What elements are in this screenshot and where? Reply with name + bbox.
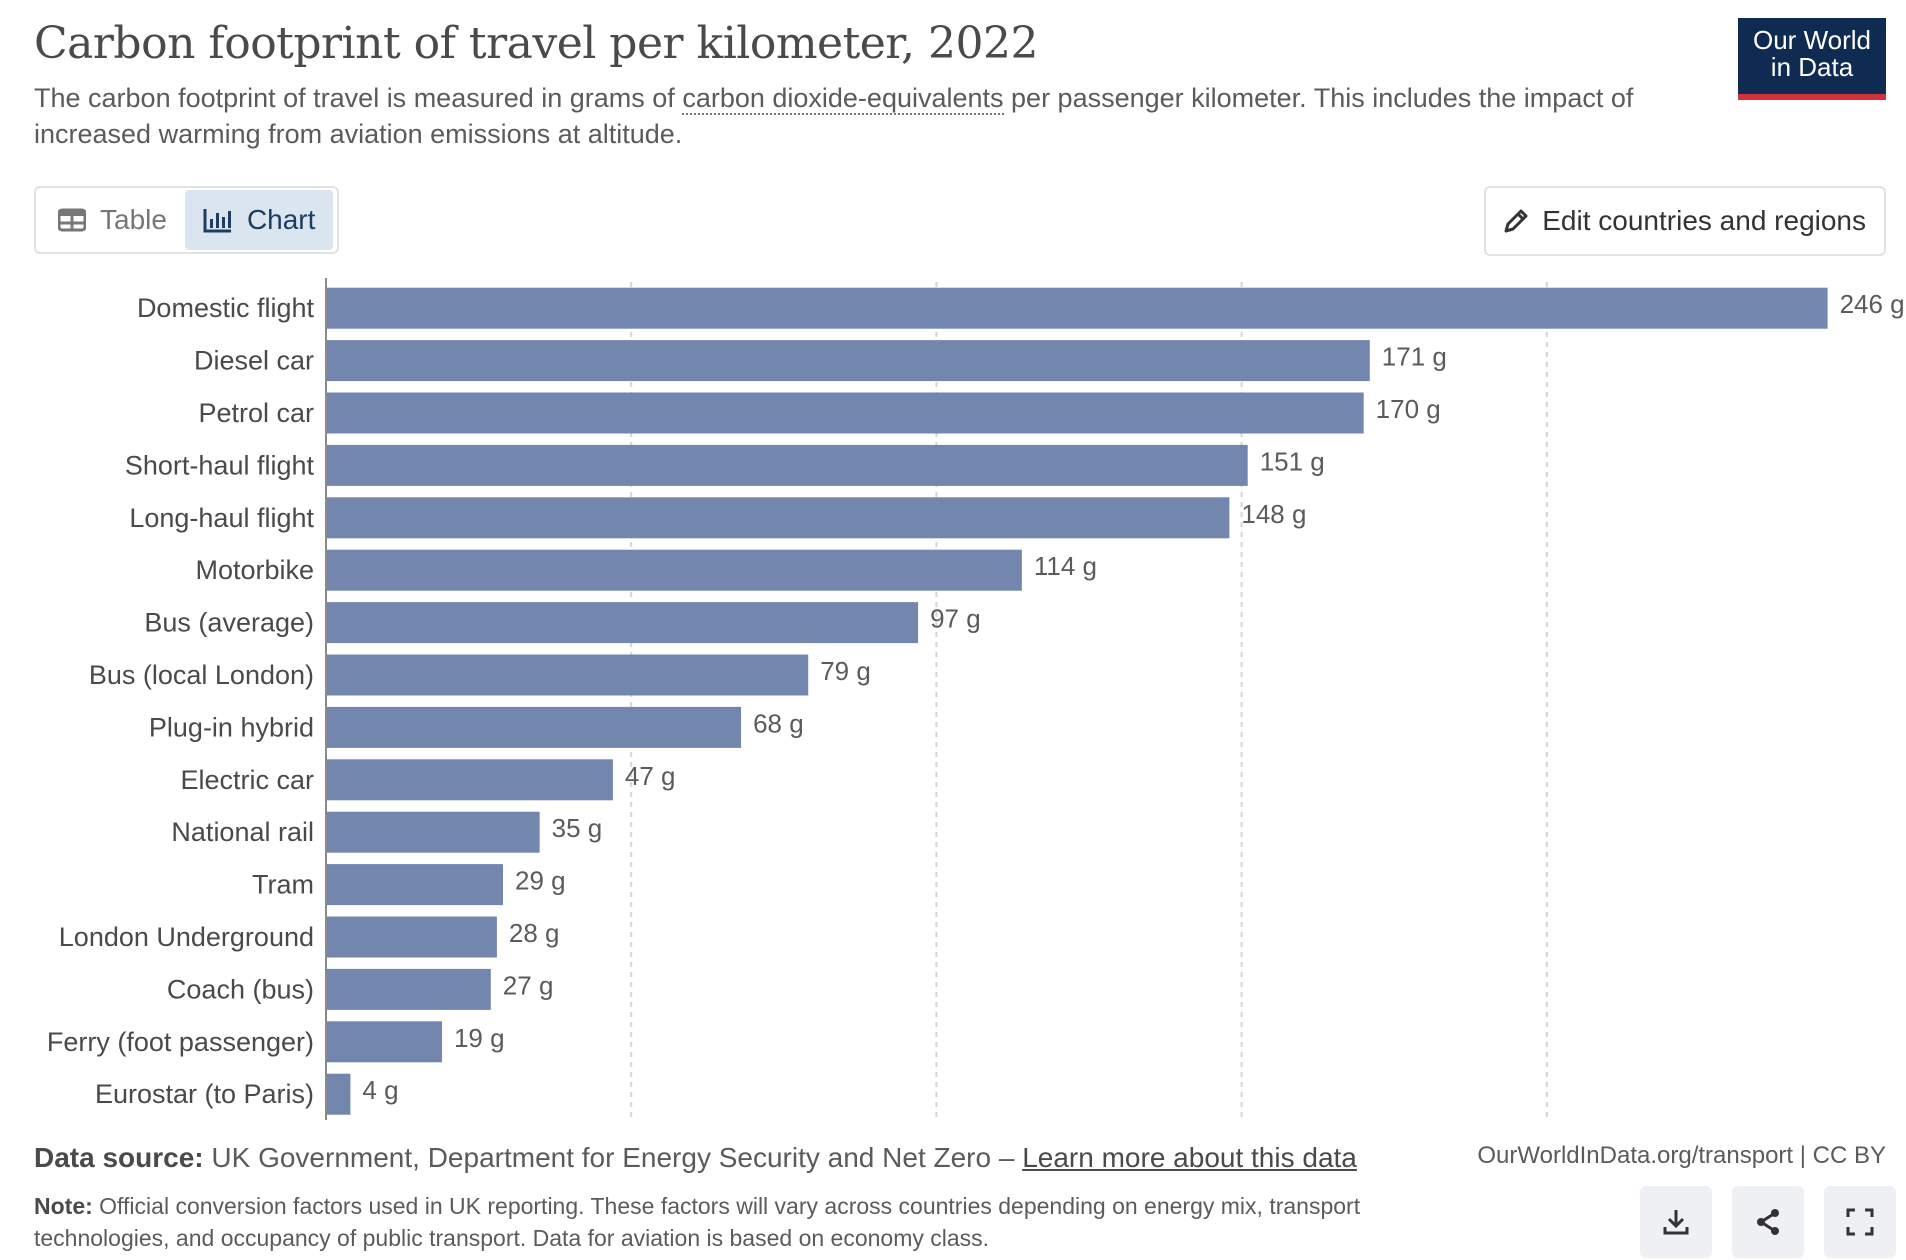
footer-url[interactable]: OurWorldInData.org/transport | CC BY [1477,1142,1886,1169]
value-label: 27 g [503,970,554,1000]
bar[interactable] [326,549,1022,591]
category-label: London Underground [59,922,314,952]
value-label: 68 g [753,708,804,738]
chart-title: Carbon footprint of travel per kilometer… [34,18,1038,69]
bar[interactable] [326,497,1230,539]
bar-chart: Domestic flight 246 g Diesel car 171 g Petro… [47,278,1905,1120]
chart-icon [203,209,231,233]
chart-subtitle: The carbon footprint of travel is measur… [34,83,1634,149]
edit-countries-label: Edit countries and regions [1542,205,1866,236]
pencil-icon [1504,209,1528,233]
bar[interactable] [326,392,1364,434]
value-label: 151 g [1260,446,1325,476]
value-label: 246 g [1840,289,1905,319]
category-label: Plug-in hybrid [149,712,314,742]
chart-note: Note: Official conversion factors used i… [34,1193,1361,1251]
value-label: 170 g [1376,394,1441,424]
bar[interactable] [326,811,540,853]
bar[interactable] [326,1073,351,1115]
value-label: 35 g [552,813,603,843]
table-icon [58,208,86,232]
data-source: Data source: UK Government, Department f… [34,1142,1357,1173]
bar[interactable] [326,340,1370,382]
download-button[interactable] [1640,1186,1712,1258]
value-label: 114 g [1034,551,1097,581]
value-label: 171 g [1382,342,1447,372]
fullscreen-icon [1846,1208,1874,1236]
value-label: 47 g [625,761,676,791]
value-label: 97 g [930,604,981,634]
category-label: Short-haul flight [125,450,315,480]
category-label: Ferry (foot passenger) [47,1027,314,1057]
value-label: 4 g [362,1075,398,1105]
tab-chart-label: Chart [246,204,316,235]
category-label: Diesel car [194,346,314,376]
share-icon [1757,1209,1779,1235]
fullscreen-button[interactable] [1824,1186,1896,1258]
category-label: Coach (bus) [167,974,314,1004]
bar[interactable] [326,706,742,748]
bar[interactable] [326,287,1828,329]
value-label: 19 g [454,1023,505,1053]
category-label: Domestic flight [137,293,315,323]
category-label: Long-haul flight [129,503,314,533]
learn-more-link[interactable]: Learn more about this data [1022,1142,1357,1173]
tab-table-label: Table [100,204,167,235]
share-button[interactable] [1732,1186,1804,1258]
glossary-link[interactable]: carbon dioxide-equivalents [682,83,1004,115]
owid-logo[interactable]: Our World in Data [1738,18,1886,100]
edit-countries-button[interactable]: Edit countries and regions [1484,186,1886,256]
category-label: National rail [171,817,314,847]
bar[interactable] [326,444,1248,486]
bar[interactable] [326,654,809,696]
download-icon [1663,1210,1689,1235]
category-label: Motorbike [195,555,314,585]
value-label: 28 g [509,918,560,948]
tab-table[interactable]: Table [40,190,185,250]
bar[interactable] [326,602,919,644]
category-label: Electric car [180,765,314,795]
bar[interactable] [326,968,491,1010]
category-label: Petrol car [198,398,314,428]
value-label: 29 g [515,866,566,896]
bar[interactable] [326,864,504,906]
value-label: 148 g [1241,499,1306,529]
category-label: Tram [252,870,314,900]
category-label: Eurostar (to Paris) [95,1079,314,1109]
category-label: Bus (local London) [89,660,314,690]
view-tabs: Table Chart [34,186,340,254]
bar[interactable] [326,916,497,958]
bar[interactable] [326,759,613,801]
value-label: 79 g [820,656,871,686]
tab-chart[interactable]: Chart [184,190,334,250]
category-label: Bus (average) [144,608,314,638]
bar[interactable] [326,1021,442,1063]
